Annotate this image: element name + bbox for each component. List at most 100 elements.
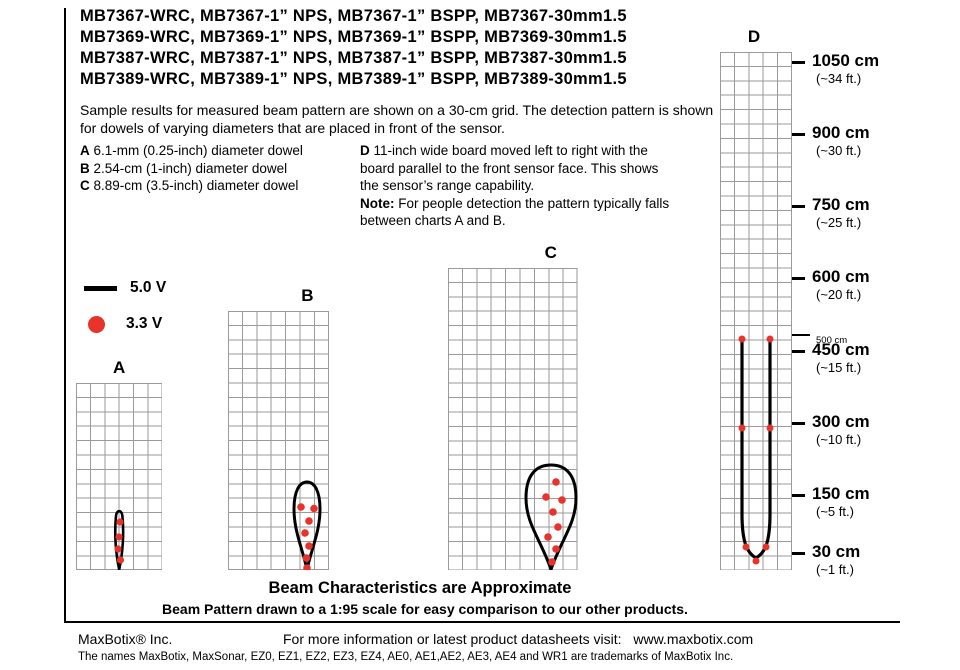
- approx-note: Beam Characteristics are Approximate: [268, 579, 572, 597]
- tick-icon: [792, 61, 805, 64]
- scale-mark-500-cm: 500 cm: [792, 330, 912, 348]
- scale-mark-300-cm: 300 cm (~10 ft.): [792, 413, 912, 447]
- 5v-line-icon: [84, 285, 117, 291]
- 3v-detection-dot: [297, 503, 305, 511]
- tick-icon: [792, 277, 805, 280]
- company-name: MaxBotix® Inc.: [78, 631, 173, 647]
- beam-outline-D: [740, 336, 772, 560]
- scale-mark-750-cm: 750 cm (~25 ft.): [792, 196, 912, 230]
- trademark-note: The names MaxBotix, MaxSonar, EZ0, EZ1, …: [78, 651, 734, 663]
- 3v-detection-dot: [302, 554, 311, 562]
- beam-grid-D: [720, 52, 792, 571]
- scale-distance-ft: (~20 ft.): [816, 287, 862, 302]
- 3v-dot-icon: [88, 315, 105, 333]
- scale-distance-ft: (~25 ft.): [816, 215, 862, 230]
- 3v-detection-dot: [549, 508, 557, 516]
- scale-distance-ft: (~10 ft.): [816, 432, 862, 447]
- intro-paragraph: Sample results for measured beam pattern…: [80, 102, 714, 136]
- scale-mark-600-cm: 600 cm (~20 ft.): [792, 268, 912, 302]
- scale-distance-cm: 600 cm: [812, 267, 870, 286]
- scale-distance-ft: (~30 ft.): [816, 143, 862, 158]
- board-text-block: D 11-inch wide board moved left to right…: [360, 142, 674, 195]
- dowel-b: B 2.54-cm (1-inch) diameter dowel: [80, 160, 303, 178]
- scale-distance-cm: 1050 cm: [812, 51, 880, 70]
- scale-distance-ft: (~5 ft.): [816, 504, 854, 519]
- board-key: D: [360, 143, 370, 158]
- scale-distance-cm: 750 cm: [812, 195, 870, 214]
- scale-mark-450-cm: 450 cm (~15 ft.): [792, 341, 912, 375]
- voltage-legend: 5.0 V 3.3 V: [84, 270, 166, 342]
- dowel-c: C 8.89-cm (3.5-inch) diameter dowel: [80, 177, 303, 195]
- chart-label-A: A: [113, 358, 126, 377]
- 3v-detection-dot: [738, 424, 746, 432]
- beam-outline-C: [524, 463, 578, 571]
- 3v-detection-dot: [766, 335, 774, 343]
- page-left-border: [64, 8, 66, 622]
- scale-distance-ft: (~34 ft.): [816, 71, 862, 86]
- title-line-4: MB7389-WRC, MB7389-1” NPS, MB7389-1” BSP…: [80, 70, 627, 88]
- tick-icon: [792, 133, 805, 136]
- scale-distance-cm: 500 cm: [816, 335, 848, 346]
- beam-grid-C: [448, 268, 578, 571]
- dowel-a-text: 6.1-mm (0.25-inch) diameter dowel: [93, 143, 303, 158]
- 3v-label: 3.3 V: [126, 315, 163, 332]
- beam-chart-D: D: [720, 26, 792, 571]
- note-text: For people detection the pattern typical…: [360, 195, 670, 229]
- 3v-detection-dot: [554, 523, 562, 531]
- board-text: 11-inch wide board moved left to right w…: [360, 143, 659, 194]
- 3v-detection-dot: [303, 564, 311, 571]
- tick-icon: [792, 205, 805, 208]
- 3v-detection-dot: [116, 518, 124, 526]
- 3v-detection-dot: [114, 545, 122, 553]
- beam-grid-A: [76, 383, 163, 571]
- 3v-detection-dot: [766, 424, 774, 432]
- footer-info-text: For more information or latest product d…: [283, 631, 622, 647]
- dowel-a: A 6.1-mm (0.25-inch) diameter dowel: [80, 142, 303, 160]
- 3v-detection-dot: [305, 542, 313, 550]
- scale-distance-cm: 300 cm: [812, 412, 870, 431]
- 3v-detection-dot: [752, 557, 760, 565]
- scale-distance-ft: (~1 ft.): [816, 562, 854, 577]
- 3v-detection-dot: [115, 533, 123, 541]
- 3v-detection-dot: [742, 543, 750, 551]
- dowel-a-key: A: [80, 143, 90, 158]
- scale-mark-900-cm: 900 cm (~30 ft.): [792, 124, 912, 158]
- tick-icon: [792, 552, 805, 555]
- note-label: Note:: [360, 195, 395, 211]
- scale-distance-cm: 450 cm: [812, 340, 870, 359]
- drawing-scale-note: Beam Pattern drawn to a 1:95 scale for e…: [162, 601, 688, 617]
- scale-distance-cm: 30 cm: [812, 542, 861, 561]
- title-line-1: MB7367-WRC, MB7367-1” NPS, MB7367-1” BSP…: [80, 7, 627, 25]
- beam-outline-A: [113, 509, 125, 571]
- beam-grid-B: [228, 311, 329, 571]
- scale-distance-cm: 150 cm: [812, 484, 870, 503]
- 3v-detection-dot: [762, 543, 770, 551]
- dowel-b-text: 2.54-cm (1-inch) diameter dowel: [93, 160, 288, 176]
- scale-distance-cm: 900 cm: [812, 123, 870, 142]
- 5v-label: 5.0 V: [130, 279, 167, 296]
- 3v-detection-dot: [738, 335, 746, 343]
- voltage-5v-row: 5.0 V: [84, 270, 166, 306]
- 3v-detection-dot: [305, 517, 313, 525]
- tick-icon: [792, 422, 805, 425]
- website-link[interactable]: www.maxbotix.com: [633, 631, 754, 647]
- board-description: D 11-inch wide board moved left to right…: [360, 142, 674, 230]
- 3v-detection-dot: [310, 504, 318, 513]
- 3v-detection-dot: [544, 533, 552, 541]
- title-line-2: MB7369-WRC, MB7369-1” NPS, MB7369-1” BSP…: [80, 28, 627, 46]
- title-line-3: MB7387-WRC, MB7387-1” NPS, MB7387-1” BSP…: [80, 49, 627, 67]
- product-title: MB7367-WRC, MB7367-1” NPS, MB7367-1” BSP…: [80, 6, 627, 90]
- beam-chart-B: B: [228, 285, 329, 571]
- tick-icon: [792, 334, 810, 336]
- chart-label-C: C: [544, 243, 557, 262]
- dowel-c-key: C: [80, 178, 90, 194]
- 3v-detection-dot: [552, 545, 560, 553]
- beam-chart-A: A: [76, 357, 163, 571]
- tick-icon: [792, 350, 805, 353]
- beam-chart-C: C: [448, 242, 578, 571]
- scale-mark-30-cm: 30 cm (~1 ft.): [792, 543, 912, 577]
- 3v-detection-dot: [301, 529, 309, 537]
- 3v-detection-dot: [548, 558, 556, 566]
- chart-label-B: B: [301, 286, 314, 305]
